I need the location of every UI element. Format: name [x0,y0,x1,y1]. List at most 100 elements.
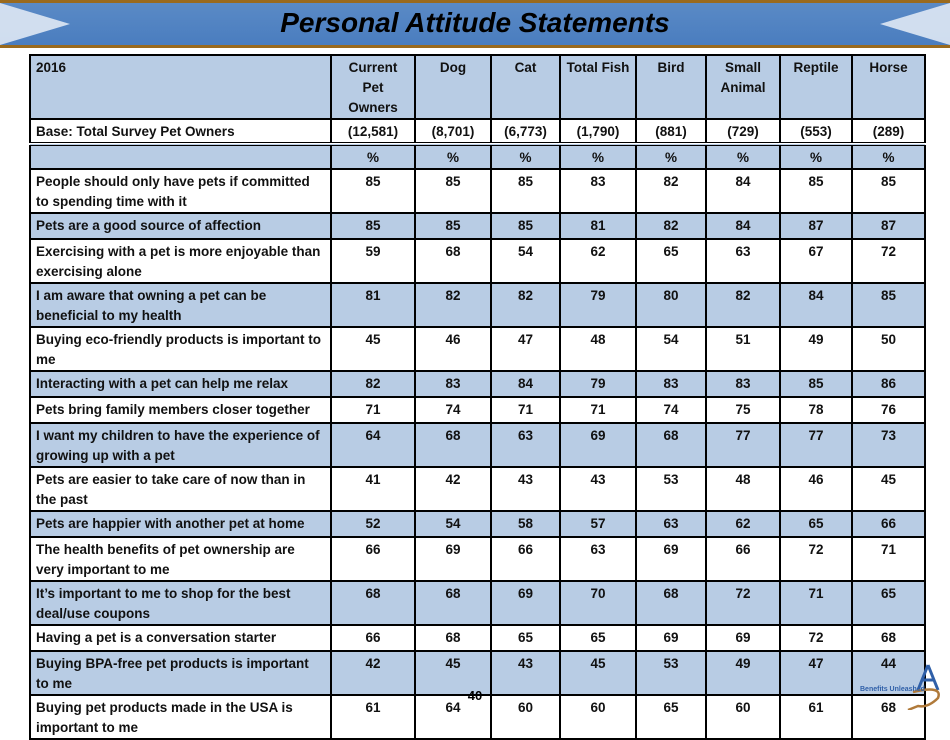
column-header: Reptile [779,54,853,120]
statement-label: Buying eco-friendly products is importan… [29,326,332,372]
percent-value: 45 [851,466,926,512]
table-row: Buying BPA-free pet products is importan… [29,650,926,696]
percent-value: 82 [635,168,707,214]
percent-value: 43 [490,466,561,512]
percent-value: 69 [635,624,707,652]
table-row: Pets are easier to take care of now than… [29,466,926,512]
base-count: (12,581) [330,118,416,146]
percent-value: 85 [414,212,492,240]
statement-label: Exercising with a pet is more enjoyable … [29,238,332,284]
percent-value: 71 [559,396,637,424]
percent-value: 68 [851,624,926,652]
percent-value: 85 [330,212,416,240]
percent-value: 51 [705,326,781,372]
unit-label: % [779,143,853,170]
percent-value: 85 [851,282,926,328]
percent-value: 68 [635,422,707,468]
percent-value: 68 [414,624,492,652]
statement-label: People should only have pets if committe… [29,168,332,214]
percent-value: 63 [705,238,781,284]
percent-value: 85 [851,168,926,214]
percent-value: 85 [330,168,416,214]
percent-value: 87 [779,212,853,240]
percent-value: 85 [490,212,561,240]
percent-value: 65 [779,510,853,538]
unit-label: % [851,143,926,170]
percent-value: 87 [851,212,926,240]
corner-label: 2016 [29,54,332,120]
percent-value: 67 [779,238,853,284]
percent-value: 82 [635,212,707,240]
percent-value: 83 [635,370,707,398]
percent-value: 71 [779,580,853,626]
percent-value: 84 [490,370,561,398]
base-label: Base: Total Survey Pet Owners [29,118,332,146]
table-row: The health benefits of pet ownership are… [29,536,926,582]
percent-value: 52 [330,510,416,538]
percent-value: 76 [851,396,926,424]
header-row: 2016 Current Pet Owners Dog Cat Total Fish Bi… [29,54,926,120]
unit-label: % [330,143,416,170]
base-count: (289) [851,118,926,146]
percent-value: 69 [490,580,561,626]
percent-value: 82 [705,282,781,328]
benefits-unleashed-logo: Benefits Unleashed [860,664,940,710]
table-row: I am aware that owning a pet can be bene… [29,282,926,328]
percent-value: 49 [705,650,781,696]
percent-value: 69 [559,422,637,468]
percent-value: 72 [705,580,781,626]
percent-value: 59 [330,238,416,284]
percent-value: 69 [414,536,492,582]
percent-value: 65 [559,624,637,652]
table-row: Pets are a good source of affection 85 85 8… [29,212,926,240]
statement-label: I want my children to have the experienc… [29,422,332,468]
percent-value: 47 [779,650,853,696]
base-count: (881) [635,118,707,146]
table-row: People should only have pets if committe… [29,168,926,214]
unit-row: %%%%%%%% [29,143,926,170]
base-count: (729) [705,118,781,146]
unit-blank [29,143,332,170]
percent-value: 85 [414,168,492,214]
column-header: Bird [635,54,707,120]
banner-left-chevron [0,3,70,45]
percent-value: 58 [490,510,561,538]
percent-value: 84 [705,212,781,240]
percent-value: 82 [490,282,561,328]
percent-value: 49 [779,326,853,372]
percent-value: 80 [635,282,707,328]
percent-value: 66 [490,536,561,582]
column-header: Total Fish [559,54,637,120]
percent-value: 77 [779,422,853,468]
percent-value: 79 [559,370,637,398]
percent-value: 68 [414,238,492,284]
percent-value: 47 [490,326,561,372]
svg-text:Benefits Unleashed: Benefits Unleashed [860,686,925,693]
page-number: 40 [467,688,483,703]
table-row: Pets are happier with another pet at hom… [29,510,926,538]
percent-value: 43 [490,650,561,696]
percent-value: 65 [490,624,561,652]
percent-value: 85 [490,168,561,214]
percent-value: 86 [851,370,926,398]
statement-label: Buying BPA-free pet products is importan… [29,650,332,696]
base-count: (6,773) [490,118,561,146]
statement-label: Interacting with a pet can help me relax [29,370,332,398]
title-banner: Personal Attitude Statements [0,0,950,48]
statement-label: Pets are easier to take care of now than… [29,466,332,512]
percent-value: 72 [851,238,926,284]
percent-value: 85 [779,370,853,398]
percent-value: 73 [851,422,926,468]
percent-value: 85 [779,168,853,214]
percent-value: 75 [705,396,781,424]
percent-value: 45 [414,650,492,696]
percent-value: 46 [414,326,492,372]
percent-value: 84 [705,168,781,214]
percent-value: 69 [705,624,781,652]
base-count: (1,790) [559,118,637,146]
unit-label: % [414,143,492,170]
percent-value: 62 [559,238,637,284]
percent-value: 50 [851,326,926,372]
percent-value: 74 [635,396,707,424]
statement-label: The health benefits of pet ownership are… [29,536,332,582]
